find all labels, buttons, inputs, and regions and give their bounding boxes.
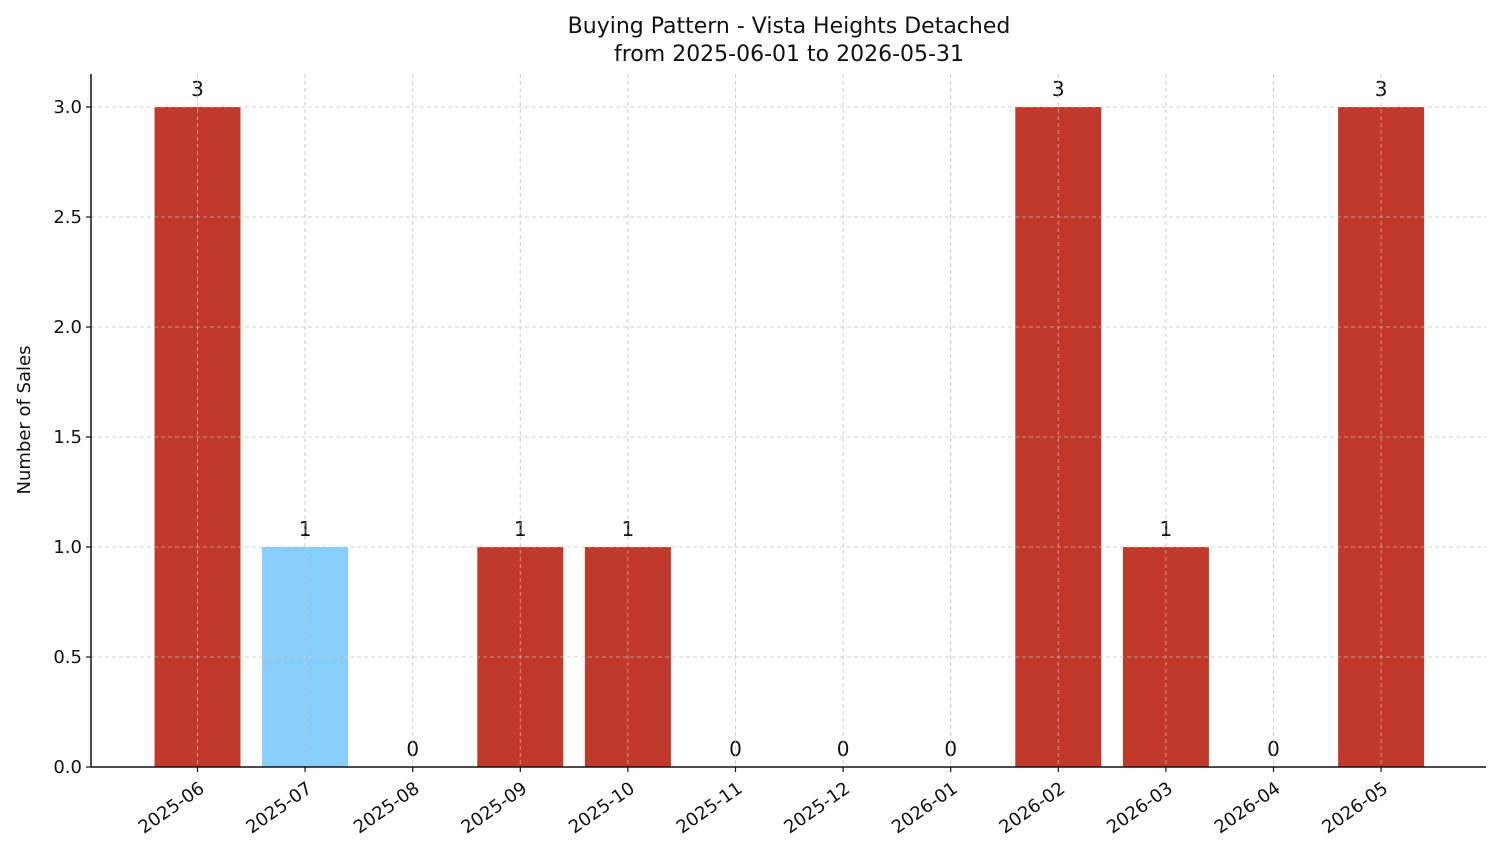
- x-tick-label: 2025-06: [135, 778, 209, 838]
- x-tick-label: 2026-01: [888, 778, 962, 838]
- x-tick-label: 2025-09: [458, 778, 532, 838]
- y-tick-label: 0.0: [53, 757, 82, 778]
- y-tick-label: 1.0: [53, 537, 82, 558]
- x-tick-label: 2026-04: [1211, 778, 1285, 838]
- chart-title: Buying Pattern - Vista Heights Detached: [568, 14, 1011, 39]
- x-tick-label: 2025-08: [350, 778, 424, 838]
- x-tick-label: 2025-07: [242, 778, 316, 838]
- x-tick-label: 2026-03: [1103, 778, 1177, 838]
- x-tick-label: 2025-10: [565, 778, 639, 838]
- y-axis-label: Number of Sales: [14, 345, 35, 494]
- y-tick-label: 2.0: [53, 317, 82, 338]
- x-tick-label: 2026-02: [996, 778, 1070, 838]
- x-tick-label: 2025-11: [673, 778, 747, 838]
- x-tick-label: 2026-05: [1318, 778, 1392, 838]
- y-tick-label: 1.5: [53, 427, 82, 448]
- x-tick-label: 2025-12: [780, 778, 854, 838]
- y-tick-label: 3.0: [53, 97, 82, 118]
- y-tick-label: 2.5: [53, 207, 82, 228]
- chart-subtitle: from 2025-06-01 to 2026-05-31: [614, 42, 964, 67]
- y-tick-label: 0.5: [53, 647, 82, 668]
